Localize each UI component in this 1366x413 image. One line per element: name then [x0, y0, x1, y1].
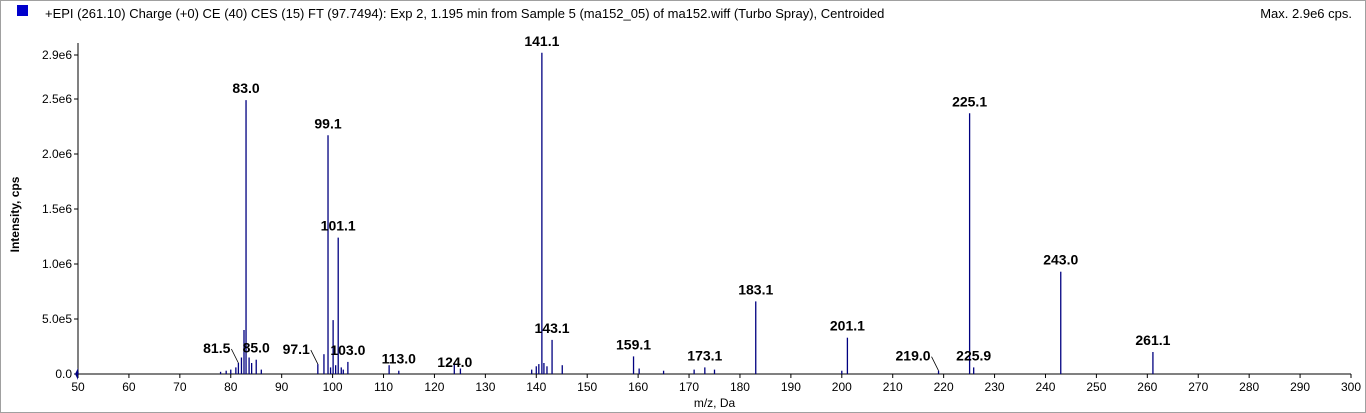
y-tick-label: 1.0e6	[42, 257, 72, 271]
x-tick-label: 260	[1137, 380, 1157, 394]
axes-layer: 50 60 70 80 90 100 110 120 130 140 150 160 170 180 190…	[42, 43, 1361, 394]
x-tick-label: 50	[71, 380, 85, 394]
x-tick-label: 60	[122, 380, 136, 394]
y-tick-label: 2.0e6	[42, 147, 72, 161]
peak-label: 124.0	[437, 354, 472, 370]
max-intensity-label: Max. 2.9e6 cps.	[1260, 6, 1352, 21]
peak-label: 83.0	[232, 80, 259, 96]
peak-label: 261.1	[1135, 332, 1170, 348]
x-tick-label: 230	[985, 380, 1005, 394]
x-tick-label: 180	[730, 380, 750, 394]
peak-label: 173.1	[687, 347, 722, 363]
peak-label: 243.0	[1043, 252, 1078, 268]
x-tick-label: 270	[1188, 380, 1208, 394]
x-tick-label: 150	[577, 380, 597, 394]
peak-label: 225.1	[952, 93, 987, 109]
x-origin-marker	[75, 368, 78, 380]
x-tick-label: 90	[275, 380, 289, 394]
peak-label: 81.5	[203, 340, 230, 356]
x-tick-label: 160	[628, 380, 648, 394]
x-tick-label: 250	[1086, 380, 1106, 394]
y-tick-label: 2.5e6	[42, 92, 72, 106]
x-tick-label: 100	[323, 380, 343, 394]
peak-label: 113.0	[382, 351, 416, 367]
x-tick-label: 300	[1341, 380, 1361, 394]
peak-label: 97.1	[283, 341, 310, 357]
x-tick-label: 220	[934, 380, 954, 394]
x-axis-title: m/z, Da	[694, 396, 736, 410]
y-tick-label: 1.5e6	[42, 202, 72, 216]
peak-label: 143.1	[535, 320, 570, 336]
x-tick-label: 190	[781, 380, 801, 394]
x-tick-label: 170	[679, 380, 699, 394]
y-tick-label: 2.9e6	[42, 48, 72, 62]
x-tick-label: 80	[224, 380, 238, 394]
peak-label: 159.1	[616, 336, 651, 352]
peak-label: 85.0	[243, 340, 270, 356]
peak-labels-layer: 81.5 83.0 85.0 97.1 99.1 101.1 103.0 113.0 124.0…	[203, 33, 1171, 371]
x-tick-label: 240	[1035, 380, 1055, 394]
y-tick-label: 5.0e5	[42, 312, 72, 326]
peak-label: 183.1	[738, 281, 773, 297]
x-tick-label: 130	[475, 380, 495, 394]
x-tick-label: 210	[883, 380, 903, 394]
peak-label: 101.1	[321, 218, 356, 234]
peak-label: 201.1	[830, 318, 865, 334]
chart-title: +EPI (261.10) Charge (+0) CE (40) CES (1…	[45, 6, 885, 21]
peak-label: 141.1	[524, 33, 559, 49]
x-tick-label: 280	[1239, 380, 1259, 394]
x-tick-label: 70	[173, 380, 187, 394]
peak-label: 99.1	[314, 115, 341, 131]
peak-leader-line	[931, 356, 939, 371]
peaks-layer	[77, 52, 1154, 374]
chart-header: +EPI (261.10) Charge (+0) CE (40) CES (1…	[0, 0, 1366, 26]
peak-leader-line	[231, 348, 239, 364]
x-tick-label: 290	[1290, 380, 1310, 394]
x-tick-label: 120	[424, 380, 444, 394]
x-tick-label: 200	[832, 380, 852, 394]
y-axis-title: Intensity, cps	[8, 176, 22, 252]
peak-label: 103.0	[330, 342, 365, 358]
peak-label: 219.0	[896, 348, 931, 364]
x-tick-label: 110	[374, 380, 393, 394]
legend-swatch[interactable]	[17, 5, 28, 16]
y-tick-label: 0.0	[55, 367, 72, 381]
peak-leader-line	[310, 349, 319, 365]
peak-label: 225.9	[956, 347, 991, 363]
x-tick-label: 140	[526, 380, 546, 394]
